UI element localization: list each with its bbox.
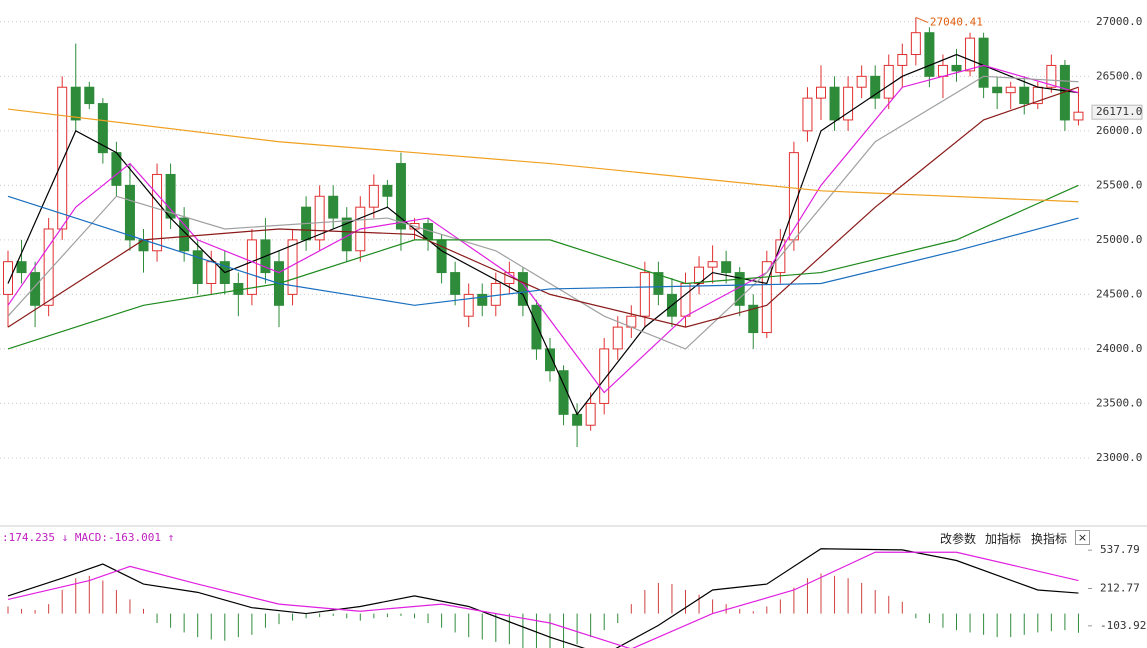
high-annotation: 27040.41: [930, 15, 983, 28]
candle-body: [1046, 64, 1057, 88]
candle-body: [531, 304, 542, 350]
candle-body: [57, 86, 68, 230]
candle-body: [545, 348, 555, 372]
last-price-box: [1091, 104, 1143, 120]
candle-body: [802, 97, 813, 132]
candle-body: [16, 261, 27, 274]
candle-body: [246, 239, 257, 295]
y-tick-label: 25000.0: [1096, 233, 1142, 246]
candle-body: [843, 86, 854, 121]
y-tick-label: 26000.0: [1096, 124, 1142, 137]
candle-body: [599, 348, 610, 404]
candle-body: [477, 293, 488, 306]
candle-body: [829, 86, 840, 121]
candle-body: [206, 261, 217, 284]
y-tick-label: 26500.0: [1096, 69, 1142, 82]
y-tick-label: 23000.0: [1096, 451, 1142, 464]
candle-body: [395, 163, 406, 230]
candle-body: [965, 37, 976, 72]
line: [7, 195, 1079, 306]
candle-body: [897, 54, 908, 66]
candle-body: [111, 152, 122, 186]
y-tick-label: 537.79: [1100, 543, 1140, 556]
candle-body: [870, 75, 881, 99]
line: [7, 108, 1079, 203]
close-button[interactable]: ×: [1075, 530, 1090, 545]
y-tick-label: 27000.0: [1096, 15, 1142, 28]
candle-body: [368, 184, 379, 208]
candle-body: [937, 64, 948, 77]
y-tick-label: 212.77: [1100, 581, 1140, 594]
candle-body: [490, 282, 501, 306]
y-tick-label: -103.92: [1100, 619, 1146, 632]
candle-body: [978, 37, 989, 88]
candle-body: [1073, 111, 1084, 121]
candle-body: [3, 261, 13, 295]
candle-body: [1019, 86, 1030, 105]
candle-body: [382, 184, 393, 197]
candle-body: [192, 250, 203, 284]
candle-body: [179, 217, 190, 252]
candle-body: [328, 195, 339, 219]
candle-body: [612, 326, 623, 350]
y-tick-label: 25500.0: [1096, 178, 1142, 191]
candle-body: [788, 152, 799, 241]
candle-body: [97, 103, 108, 154]
candle-body: [70, 86, 81, 121]
line: [7, 551, 1079, 648]
candle-body: [558, 370, 569, 415]
line: [7, 548, 1079, 648]
candle-body: [761, 261, 772, 334]
line: [7, 184, 1079, 350]
line: [7, 75, 1079, 350]
y-tick-label: 24000.0: [1096, 342, 1142, 355]
line: [7, 86, 1079, 328]
candle-body: [924, 32, 935, 77]
candle-body: [314, 195, 325, 241]
candle-body: [124, 184, 135, 241]
last-price-label: 26171.0: [1096, 105, 1142, 118]
candle-body: [910, 32, 921, 56]
candle-body: [748, 304, 759, 334]
button[interactable]: 换指标: [1031, 532, 1068, 546]
candle-body: [30, 272, 41, 306]
candle-body: [856, 75, 867, 88]
candle-body: [816, 86, 826, 99]
macd-header: :174.235 ↓ MACD:-163.001 ↑: [2, 531, 174, 544]
line: [7, 64, 1079, 394]
button[interactable]: 加指标: [985, 532, 1022, 546]
candle-body: [680, 282, 691, 317]
candle-body: [572, 413, 583, 426]
candle-body: [992, 86, 1003, 94]
candle-body: [450, 272, 461, 295]
line: [7, 53, 1079, 416]
candle-body: [721, 261, 732, 274]
candle-body: [883, 64, 894, 99]
candle-body: [653, 272, 664, 295]
candle-body: [707, 261, 718, 268]
candle-body: [84, 86, 95, 105]
y-tick-label: 23500.0: [1096, 396, 1142, 409]
button[interactable]: 改参数: [940, 532, 977, 546]
candle-body: [1059, 64, 1070, 121]
candle-body: [639, 272, 650, 317]
y-tick-label: 24500.0: [1096, 287, 1142, 300]
candle-body: [152, 173, 163, 252]
candle-body: [585, 402, 596, 426]
candle-body: [463, 293, 474, 317]
candle-body: [951, 64, 962, 72]
candle-body: [1005, 86, 1016, 94]
annotation-arrow: [915, 16, 929, 23]
